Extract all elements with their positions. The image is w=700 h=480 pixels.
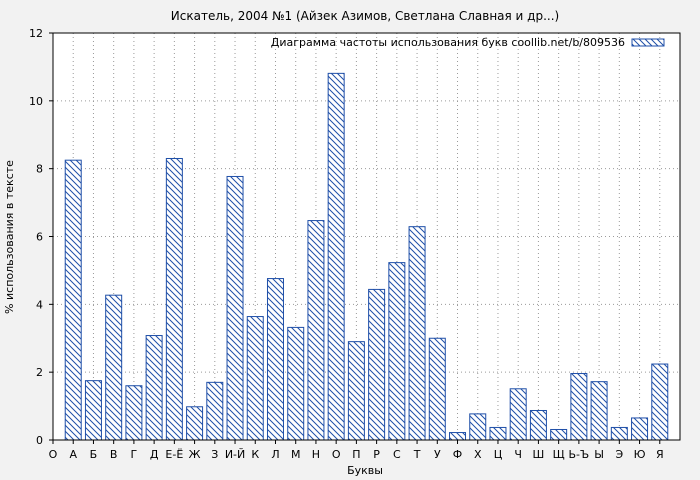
x-tick-label: Ц [494,448,503,461]
bar [651,363,669,441]
bar [631,417,649,441]
y-tick-label: 0 [36,434,43,447]
y-axis-label: % использования в тексте [3,160,16,314]
legend-swatch [631,38,665,47]
x-tick-label: И-Й [225,448,245,461]
bar [469,413,487,441]
bars [64,72,669,441]
x-tick-label: Ю [634,448,646,461]
legend-label: Диаграмма частоты использования букв coo… [271,36,625,49]
bar [489,426,507,441]
bar [84,380,102,441]
bar [145,335,163,441]
x-tick-label: У [434,448,441,461]
x-tick-label: Т [413,448,421,461]
bar [408,226,426,441]
bar [266,278,284,441]
bar [368,288,386,441]
x-tick-label: Я [656,448,664,461]
y-tick-label: 10 [29,95,43,108]
y-tick-label: 2 [36,366,43,379]
bar [287,326,305,441]
bar [428,337,446,441]
bar [610,426,628,441]
bar [206,381,224,441]
y-tick-label: 4 [36,298,43,311]
y-tick-label: 6 [36,231,43,244]
legend: Диаграмма частоты использования букв coo… [271,36,665,49]
x-tick-label: К [251,448,259,461]
bar [570,373,588,441]
x-tick-label: О [49,448,58,461]
bar [509,388,527,441]
x-tick-label: Ф [453,448,462,461]
y-axis-ticks: 0 2 4 6 8 10 12 [29,27,53,447]
bar [388,262,406,441]
x-tick-label: Р [373,448,380,461]
x-tick-label: Е-Ё [165,448,183,461]
bar [226,175,244,441]
bar [347,341,365,441]
x-axis-label: Буквы [347,464,383,477]
x-tick-label: С [393,448,401,461]
x-tick-label: Щ [553,448,565,461]
x-tick-label: Л [271,448,279,461]
x-tick-label: Г [131,448,138,461]
y-tick-label: 12 [29,27,43,40]
bar [307,220,325,441]
bar [105,294,123,441]
x-tick-label: А [69,448,77,461]
x-tick-label: П [352,448,360,461]
bar [125,385,143,441]
x-tick-label: Э [615,448,623,461]
x-axis-ticks: О А Б В Г Д Е-Ё Ж З И-Й К Л М Н О П Р С Т У Ф Х Ц Ч Ш Щ Ь-Ъ Ы Э Ю Я [49,440,664,461]
x-tick-label: Ь-Ъ [569,448,590,461]
bar [64,159,82,441]
bar [327,72,345,441]
x-tick-label: Ч [514,448,522,461]
x-tick-label: О [332,448,341,461]
x-tick-label: Х [474,448,482,461]
x-tick-label: Н [312,448,320,461]
bar [449,432,467,441]
x-tick-label: Ы [594,448,604,461]
x-tick-label: Ж [189,448,201,461]
x-tick-label: Д [150,448,159,461]
y-tick-label: 8 [36,163,43,176]
bar [529,409,547,441]
bar [246,316,264,441]
x-tick-label: В [110,448,118,461]
x-tick-label: Ш [533,448,545,461]
bar [165,157,183,441]
x-tick-label: З [211,448,218,461]
bar [186,406,204,441]
bar [590,381,608,441]
chart-title: Искатель, 2004 №1 (Айзек Азимов, Светлан… [171,9,559,23]
x-tick-label: Б [90,448,98,461]
x-tick-label: М [291,448,301,461]
bar [550,428,568,441]
